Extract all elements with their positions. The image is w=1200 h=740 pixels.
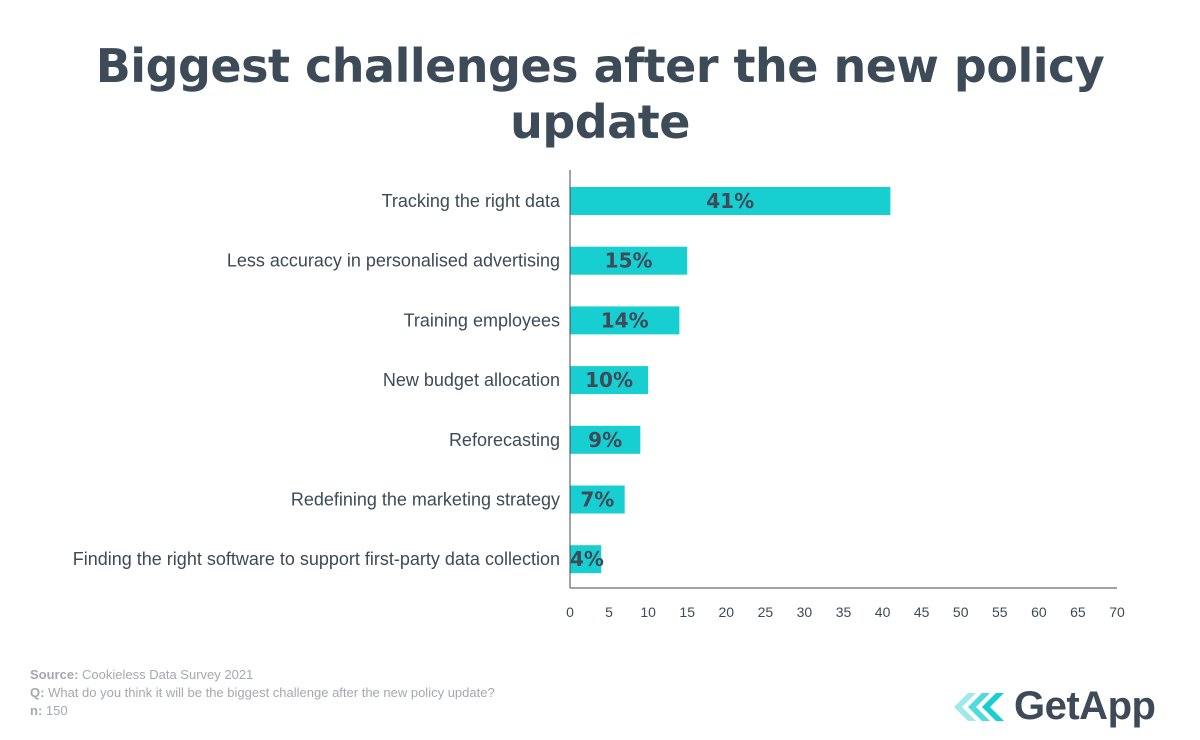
x-tick-label: 60 — [1031, 604, 1047, 620]
source-note: Source: Cookieless Data Survey 2021 — [30, 667, 254, 682]
category-label: New budget allocation — [383, 370, 560, 390]
bar — [570, 187, 891, 215]
x-tick-label: 35 — [836, 604, 852, 620]
chart-title: Biggest challenges after the new policy … — [0, 38, 1200, 150]
bar — [570, 246, 688, 275]
x-tick-label: 15 — [679, 604, 695, 620]
x-tick-label: 0 — [566, 604, 574, 620]
bar — [570, 545, 602, 574]
data-label: 10% — [585, 368, 633, 392]
x-tick-label: 10 — [640, 604, 656, 620]
getapp-chevrons-icon — [954, 692, 1004, 721]
question-note: Q: What do you think it will be the bigg… — [30, 685, 495, 700]
getapp-logo: GetApp — [952, 684, 1156, 729]
getapp-logo-text: GetApp — [1014, 684, 1156, 728]
x-tick-label: 20 — [718, 604, 734, 620]
category-label: Less accuracy in personalised advertisin… — [227, 251, 560, 271]
data-label: 4% — [570, 547, 604, 571]
bar — [570, 366, 649, 395]
chart-footer: Source: Cookieless Data Survey 2021 Q: W… — [30, 666, 495, 720]
x-tick-label: 45 — [914, 604, 930, 620]
data-label: 41% — [706, 189, 754, 213]
category-label: Tracking the right data — [382, 191, 561, 211]
x-tick-label: 25 — [758, 604, 774, 620]
x-tick-label: 65 — [1070, 604, 1086, 620]
bar — [570, 485, 625, 514]
x-tick-label: 70 — [1109, 604, 1125, 620]
data-label: 7% — [580, 488, 614, 512]
bar-chart: Tracking the right data 41% Less accuracy … — [73, 170, 1125, 620]
x-tick-label: 55 — [992, 604, 1008, 620]
x-tick-label: 40 — [875, 604, 891, 620]
bar — [570, 306, 680, 335]
data-label: 15% — [605, 249, 653, 273]
data-label: 14% — [601, 308, 649, 332]
x-tick-label: 50 — [953, 604, 969, 620]
chart-title-line-1: Biggest challenges after the new policy — [95, 39, 1105, 93]
data-label: 9% — [588, 428, 622, 452]
category-label: Training employees — [404, 310, 560, 330]
sample-size-note: n: 150 — [30, 703, 68, 718]
x-tick-label: 30 — [797, 604, 813, 620]
category-label: Reforecasting — [449, 430, 560, 450]
bar — [570, 425, 641, 454]
x-tick-label: 5 — [605, 604, 613, 620]
category-label: Redefining the marketing strategy — [291, 490, 560, 510]
category-label: Finding the right software to support fi… — [73, 549, 560, 569]
chart-title-line-2: update — [510, 95, 690, 149]
